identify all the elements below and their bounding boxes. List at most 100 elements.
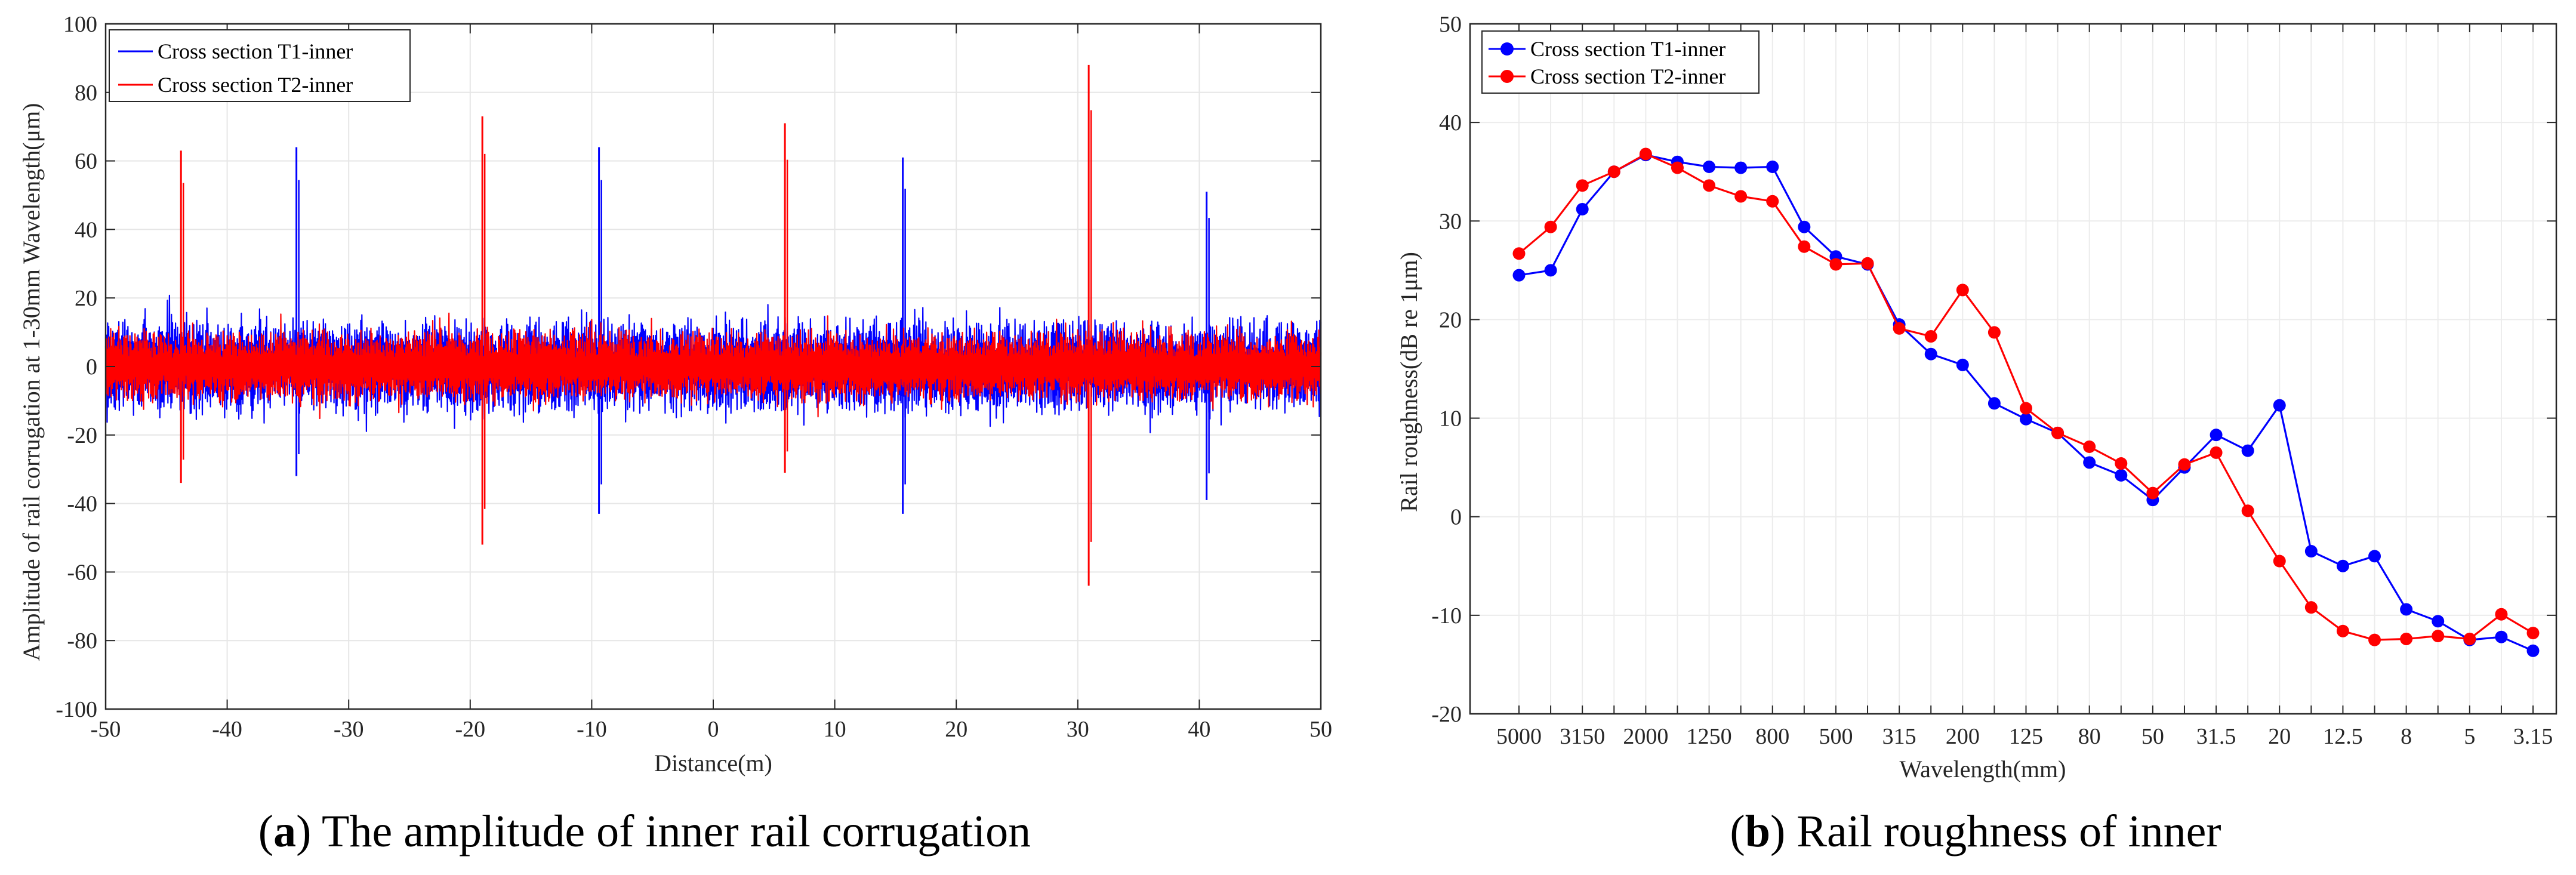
panel-b-caption-letter: b: [1745, 806, 1770, 856]
panel-b-series-1-point: [2368, 550, 2381, 563]
panel-b-series-2-point: [2368, 633, 2381, 646]
panel-b-series-1-point: [2304, 545, 2318, 558]
panel-b-legend-box: [1481, 30, 1760, 94]
panel-b-series-2-point: [1924, 330, 1937, 343]
panel-b-series-2-point: [1607, 165, 1620, 178]
panel-b-x-tick-label: 500: [1819, 724, 1853, 749]
panel-b-series-1-point: [2273, 399, 2286, 412]
panel-a-y-tick-label: 60: [75, 149, 97, 174]
panel-a-x-tick-label: 20: [945, 717, 967, 742]
panel-b-series-2-point: [2178, 458, 2191, 471]
panel-b-series-1-point: [1512, 269, 1526, 282]
panel-b-series-2-point: [1766, 195, 1779, 208]
panel-b-series-1-point: [1956, 358, 1969, 371]
panel-b-series-1-point: [1544, 264, 1557, 277]
panel-b-x-tick-label: 3.15: [2513, 724, 2553, 749]
panel-b-x-tick-label: 50: [2141, 724, 2164, 749]
panel-a-corrugation-chart: -50 -40 -30 -20 -10 0 10 20 30 40 50 -100-80-60-40…: [18, 12, 1332, 856]
panel-b-series-2-point: [2304, 601, 2318, 614]
panel-a-x-tick-label: -50: [91, 717, 121, 742]
panel-a-y-tick-label: 100: [63, 12, 97, 37]
panel-b-series-2-point: [2463, 632, 2476, 645]
panel-b-series-2-point: [1829, 258, 1842, 271]
panel-b-y-tick-label: -20: [1431, 702, 1462, 727]
panel-b-series-1-point: [2432, 615, 2445, 628]
panel-a-caption-letter: a: [273, 806, 296, 856]
panel-b-x-axis-label: Wavelength(mm): [1900, 756, 2066, 782]
panel-b-y-tick-label: 20: [1439, 307, 1462, 332]
panel-a-caption: (a) The amplitude of inner rail corrugat…: [258, 806, 1031, 856]
panel-b-series-2-point: [1734, 190, 1748, 203]
panel-b-series-1-point: [1766, 160, 1779, 173]
panel-a-y-tick-label: 20: [75, 286, 97, 311]
panel-a-x-tick-labels: -50 -40 -30 -20 -10 0 10 20 30 40 50: [91, 717, 1332, 742]
panel-b-x-tick-label: 5000: [1496, 724, 1542, 749]
panel-b-series-2-point: [2273, 554, 2286, 568]
panel-b-series-1-point: [2210, 429, 2223, 442]
panel-b-x-tick-label: 31.5: [2196, 724, 2236, 749]
panel-b-x-tick-label: 125: [2009, 724, 2043, 749]
legend-b-t2-label: Cross section T2-inner: [1530, 64, 1725, 88]
panel-b-caption-prefix: (: [1730, 806, 1745, 856]
panel-b-plot-area: [1470, 24, 2556, 714]
panel-b-series-1-point: [2336, 559, 2349, 572]
panel-b-series-2-point: [1639, 147, 1652, 161]
panel-b-series-2-point: [1703, 179, 1716, 192]
panel-b-y-axis-label: Rail roughness(dB re 1μm): [1395, 252, 1422, 512]
panel-a-x-tick-label: -30: [334, 717, 364, 742]
panel-b-x-tick-label: 315: [1882, 724, 1916, 749]
legend-b-t1-marker: [1500, 42, 1514, 56]
panel-a-legend: Cross section T1-inner Cross section T2-…: [109, 29, 411, 102]
panel-a-series-group: [104, 64, 1322, 586]
panel-b-series-1-point: [2115, 469, 2128, 482]
panel-a-y-axis-label: Amplitude of rail corrugation at 1-30mm …: [18, 103, 45, 661]
panel-b-series-1-point: [2526, 644, 2540, 657]
panel-b-series-2-point: [2083, 440, 2096, 453]
panel-b-series-2-point: [2210, 446, 2223, 459]
panel-b-y-tick-label: 10: [1439, 406, 1462, 432]
panel-b-roughness-chart: 5000 3150 2000 1250 800 500 315 200 125 80 50 31.5 2…: [1395, 12, 2557, 856]
panel-b-series-2-point: [2526, 627, 2540, 640]
panel-b-y-tick-label: -10: [1431, 603, 1462, 628]
panel-b-tick-marks: [1470, 23, 2556, 714]
panel-b-series-2-point: [2146, 486, 2159, 500]
panel-b-series-1-point: [1798, 220, 1811, 233]
panel-a-caption-prefix: (: [258, 806, 273, 856]
panel-a-y-tick-label: -40: [67, 492, 97, 517]
panel-a-x-tick-label: -10: [577, 717, 607, 742]
panel-b-x-tick-label: 20: [2268, 724, 2291, 749]
panel-b-x-tick-label: 200: [1946, 724, 1980, 749]
panel-b-caption-text: ) Rail roughness of inner: [1770, 806, 2221, 856]
panel-b-series-1-point: [2020, 412, 2032, 426]
panel-b-y-tick-label: 50: [1439, 12, 1462, 37]
panel-b-series-2-point: [1512, 247, 1526, 260]
panel-a-x-axis-label: Distance(m): [654, 750, 772, 777]
panel-b-series-1-point: [2083, 456, 2096, 469]
panel-b-series-2-point: [2400, 632, 2413, 645]
panel-b-series-1-point: [1734, 161, 1748, 174]
panel-b-caption: (b) Rail roughness of inner: [1730, 806, 2221, 856]
panel-b-series-1-point: [2241, 444, 2254, 457]
panel-a-x-tick-label: 40: [1188, 717, 1210, 742]
legend-a-t1-label: Cross section T1-inner: [158, 39, 353, 63]
panel-b-series-2-point: [2115, 457, 2128, 470]
panel-b-series-1-point: [1924, 347, 1937, 361]
panel-a-x-tick-label: 0: [708, 717, 719, 742]
panel-b-series-2-point: [1798, 240, 1811, 253]
panel-b-series-2-point: [1544, 220, 1557, 233]
panel-b-x-tick-label: 3150: [1560, 724, 1605, 749]
panel-b-x-tick-label: 1250: [1687, 724, 1732, 749]
panel-b-series-1-point: [1576, 202, 1589, 215]
panel-a-y-tick-label: -60: [67, 560, 97, 585]
panel-b-series-2-point: [1861, 257, 1874, 270]
panel-b-series-2-point: [1956, 284, 1969, 297]
legend-a-t2-label: Cross section T2-inner: [158, 73, 353, 97]
panel-a-tick-marks: [105, 23, 1321, 710]
panel-b-series-2-point: [2020, 402, 2032, 415]
panel-b-series-2-point: [2336, 624, 2349, 637]
panel-b-legend: Cross section T1-inner Cross section T2-…: [1481, 30, 1760, 94]
panel-b-series-2-point: [1671, 161, 1684, 174]
panel-b-x-tick-label: 5: [2464, 724, 2475, 749]
panel-a-y-tick-label: -100: [56, 697, 97, 722]
